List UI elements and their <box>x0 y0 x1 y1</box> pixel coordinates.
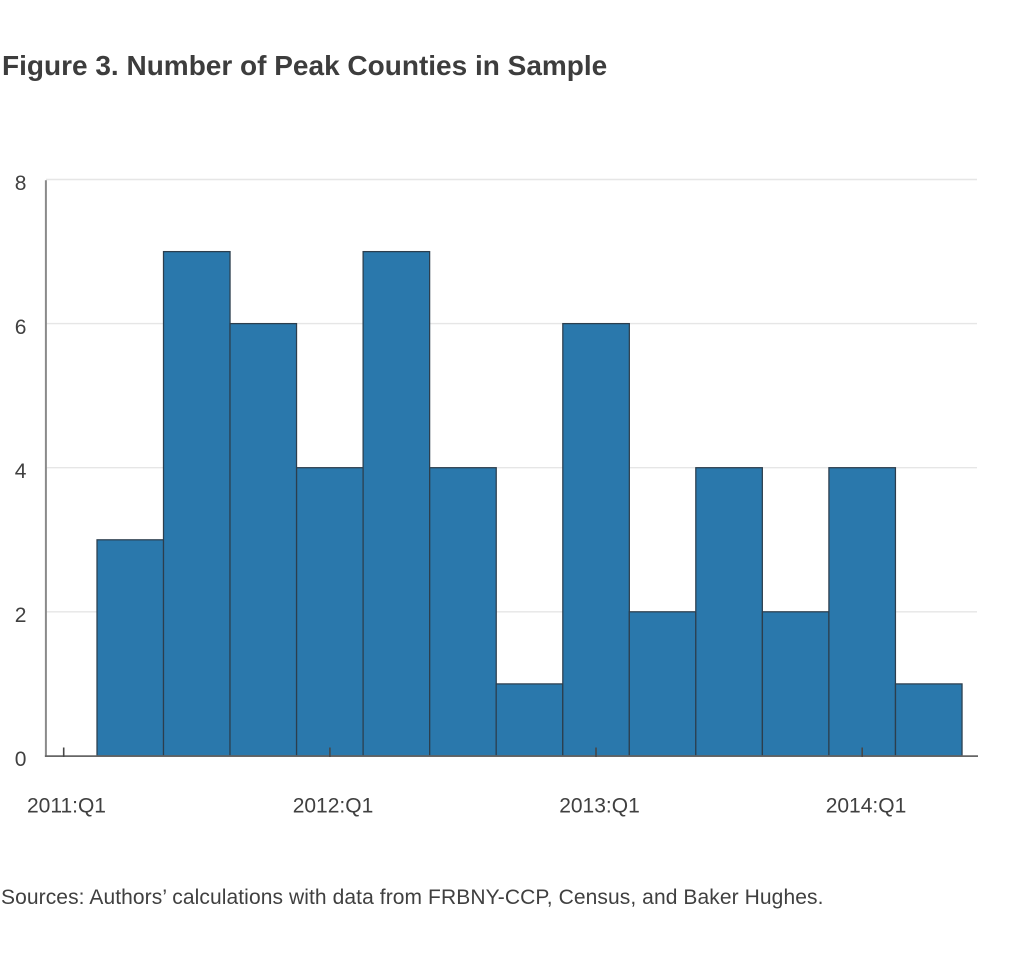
svg-text:8: 8 <box>15 172 27 195</box>
svg-text:2: 2 <box>15 604 27 627</box>
svg-text:2013:Q1: 2013:Q1 <box>559 794 640 817</box>
svg-text:Sources: Authors’ calculations: Sources: Authors’ calculations with data… <box>1 886 824 909</box>
svg-text:Figure 3. Number of Peak Count: Figure 3. Number of Peak Counties in Sam… <box>2 50 607 81</box>
svg-text:0: 0 <box>15 748 27 771</box>
svg-text:2011:Q1: 2011:Q1 <box>27 794 106 817</box>
svg-text:4: 4 <box>15 460 27 483</box>
svg-text:2012:Q1: 2012:Q1 <box>293 794 374 817</box>
svg-text:6: 6 <box>15 316 27 339</box>
svg-text:2014:Q1: 2014:Q1 <box>826 794 907 817</box>
